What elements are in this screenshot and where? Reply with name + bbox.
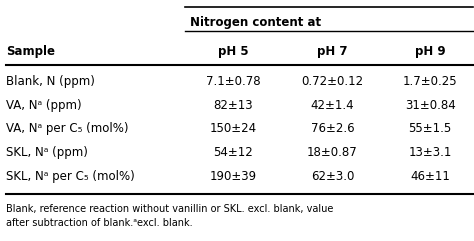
Text: Sample: Sample — [6, 45, 55, 58]
Text: 42±1.4: 42±1.4 — [310, 99, 354, 112]
Text: pH 9: pH 9 — [415, 45, 446, 58]
Text: pH 7: pH 7 — [317, 45, 347, 58]
Text: 31±0.84: 31±0.84 — [405, 99, 456, 112]
Text: 1.7±0.25: 1.7±0.25 — [403, 75, 457, 88]
Text: SKL, Nᵃ per C₅ (mol%): SKL, Nᵃ per C₅ (mol%) — [6, 170, 135, 183]
Text: 55±1.5: 55±1.5 — [409, 122, 452, 135]
Text: 18±0.87: 18±0.87 — [307, 146, 358, 159]
Text: 82±13: 82±13 — [214, 99, 253, 112]
Text: 54±12: 54±12 — [214, 146, 253, 159]
Text: 46±11: 46±11 — [410, 170, 450, 183]
Text: Nitrogen content at: Nitrogen content at — [190, 16, 321, 29]
Text: SKL, Nᵃ (ppm): SKL, Nᵃ (ppm) — [6, 146, 88, 159]
Text: 62±3.0: 62±3.0 — [311, 170, 354, 183]
Text: 0.72±0.12: 0.72±0.12 — [301, 75, 364, 88]
Text: VA, Nᵃ (ppm): VA, Nᵃ (ppm) — [6, 99, 82, 112]
Text: 190±39: 190±39 — [210, 170, 257, 183]
Text: pH 5: pH 5 — [218, 45, 249, 58]
Text: VA, Nᵃ per C₅ (mol%): VA, Nᵃ per C₅ (mol%) — [6, 122, 128, 135]
Text: Blank, reference reaction without vanillin or SKL. excl. blank, value
after subt: Blank, reference reaction without vanill… — [6, 204, 334, 228]
Text: 150±24: 150±24 — [210, 122, 257, 135]
Text: 13±3.1: 13±3.1 — [409, 146, 452, 159]
Text: Blank, N (ppm): Blank, N (ppm) — [6, 75, 95, 88]
Text: 76±2.6: 76±2.6 — [310, 122, 354, 135]
Text: 7.1±0.78: 7.1±0.78 — [206, 75, 261, 88]
